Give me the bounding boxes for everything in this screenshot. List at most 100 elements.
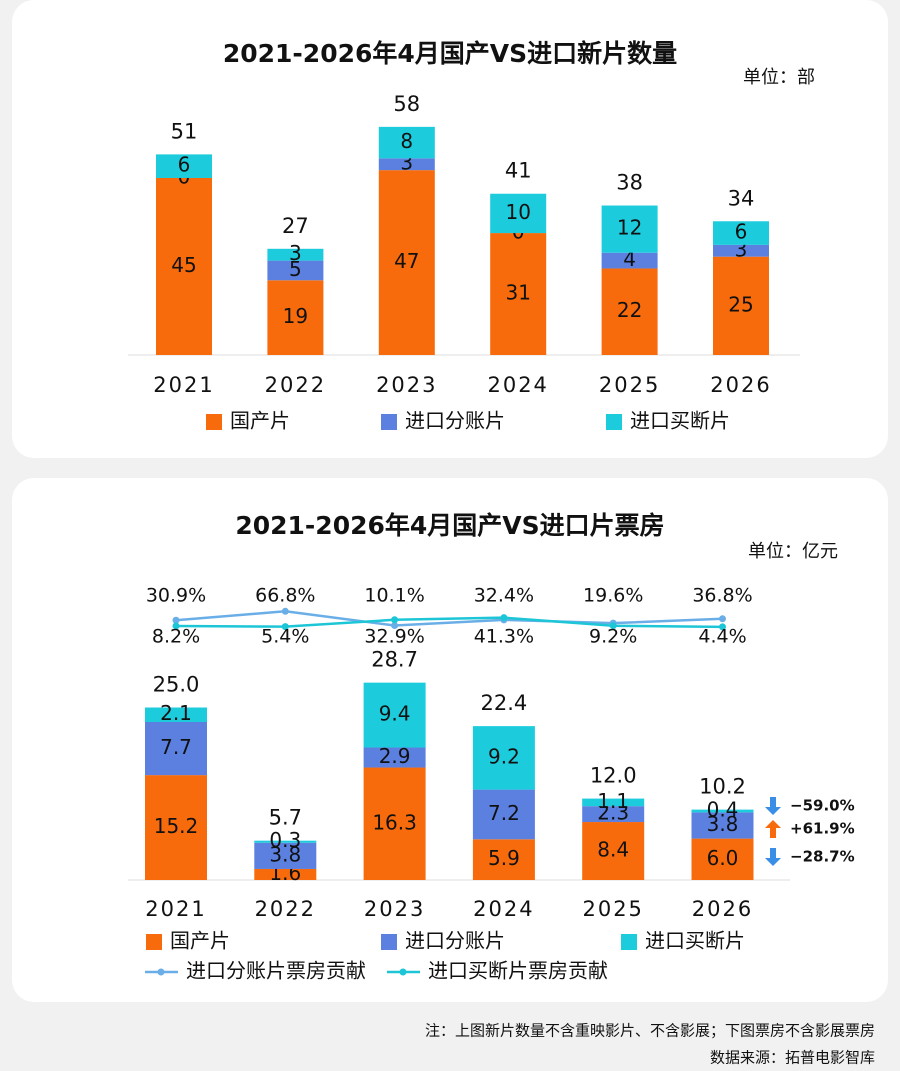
legend-marker xyxy=(399,968,407,976)
bar-segment xyxy=(378,158,435,171)
bar-segment xyxy=(145,721,207,776)
value-label: 6.0 xyxy=(707,846,739,870)
unit-label: 单位：亿元 xyxy=(748,541,838,562)
value-label: 2.9 xyxy=(379,744,411,768)
value-label: 6 xyxy=(178,153,191,177)
line-point xyxy=(281,607,289,615)
line-point xyxy=(719,623,726,631)
change-arrow xyxy=(765,848,781,866)
line-point xyxy=(391,616,399,624)
total-label: 28.7 xyxy=(371,648,418,672)
value-label: 2.1 xyxy=(160,701,192,725)
bar-segment xyxy=(267,260,324,281)
value-label: 32.4% xyxy=(474,585,534,607)
legend-marker xyxy=(157,968,165,976)
total-label: 12.0 xyxy=(590,764,637,788)
value-label: 6 xyxy=(735,220,748,244)
legend-label: 国产片 xyxy=(170,929,230,953)
x-tick-label: 2025 xyxy=(599,373,660,397)
bar-segment xyxy=(472,726,535,790)
value-label: 8.4 xyxy=(597,838,629,862)
value-label: 9.2% xyxy=(589,626,637,648)
change-arrow xyxy=(765,797,781,815)
bar-segment xyxy=(156,178,212,355)
line-point xyxy=(391,621,399,629)
bar-segment xyxy=(582,798,645,807)
total-label: 51 xyxy=(171,119,198,143)
bar-segment xyxy=(691,809,754,813)
bar-segment xyxy=(363,767,426,880)
bar-segment xyxy=(363,682,426,748)
value-label: 36.8% xyxy=(692,585,752,607)
x-tick-label: 2021 xyxy=(145,897,206,921)
value-label: 45 xyxy=(171,253,196,277)
value-label: 5.9 xyxy=(488,846,520,870)
legend-label: 国产片 xyxy=(230,409,290,433)
bar-segment xyxy=(145,707,207,722)
x-tick-label: 2025 xyxy=(582,897,643,921)
value-label: 47 xyxy=(394,249,419,273)
bar-segment xyxy=(254,842,317,869)
value-label: 9.2 xyxy=(488,744,520,768)
card xyxy=(12,0,888,458)
bar-segment xyxy=(582,806,645,823)
line-point xyxy=(609,622,617,630)
bar-segment xyxy=(601,252,658,269)
bar-segment xyxy=(363,747,426,768)
total-label: 5.7 xyxy=(269,806,302,830)
bar-segment xyxy=(691,838,754,880)
bar-segment xyxy=(267,280,324,355)
value-label: 15.2 xyxy=(154,814,199,838)
bar-segment xyxy=(582,822,645,880)
note: 注：上图新片数量不含重映影片、不含影展；下图票房不含影展票房 xyxy=(425,1022,875,1040)
card xyxy=(12,478,888,1002)
bar-segment xyxy=(713,221,769,245)
x-tick-label: 2023 xyxy=(364,897,425,921)
bar-segment xyxy=(601,205,658,253)
value-label: 30.9% xyxy=(146,585,206,607)
change-label: −59.0% xyxy=(790,797,855,815)
x-tick-label: 2023 xyxy=(376,373,437,397)
bar-segment xyxy=(691,812,754,839)
legend-swatch xyxy=(381,934,397,950)
chart-title: 2021-2026年4月国产VS进口片票房 xyxy=(235,511,664,540)
total-label: 27 xyxy=(282,214,309,238)
unit-label: 单位：部 xyxy=(743,67,815,88)
value-label: 7.2 xyxy=(488,801,520,825)
bar-segment xyxy=(713,256,769,355)
bar-segment xyxy=(490,193,547,234)
bar-segment xyxy=(156,154,212,178)
bar-segment xyxy=(472,839,535,880)
bar-segment xyxy=(254,840,317,843)
bar-segment xyxy=(145,775,207,880)
value-label: 7.7 xyxy=(160,735,192,759)
legend-swatch xyxy=(621,934,637,950)
value-label: 25 xyxy=(728,292,753,316)
total-label: 38 xyxy=(616,171,643,195)
x-tick-label: 2026 xyxy=(710,373,771,397)
legend-label: 进口分账片票房贡献 xyxy=(186,959,366,983)
value-label: 0.4 xyxy=(707,798,739,822)
change-arrow xyxy=(765,820,781,838)
value-label: 3.8 xyxy=(269,842,301,866)
value-label: 19.6% xyxy=(583,585,643,607)
bar-segment xyxy=(601,268,658,355)
value-label: 3.8 xyxy=(707,812,739,836)
bar-segment xyxy=(472,789,535,840)
legend-label: 进口分账片 xyxy=(405,929,505,953)
legend-swatch xyxy=(206,414,222,430)
value-label: 10.1% xyxy=(364,585,424,607)
line-point xyxy=(719,615,726,623)
value-label: 22 xyxy=(617,298,642,322)
legend-label: 进口买断片 xyxy=(630,409,730,433)
bar-segment xyxy=(378,126,435,159)
bar-segment xyxy=(713,244,769,257)
value-label: 5.4% xyxy=(261,626,309,648)
x-tick-label: 2024 xyxy=(487,373,548,397)
x-tick-label: 2022 xyxy=(255,897,316,921)
value-label: 4.4% xyxy=(698,626,746,648)
x-tick-label: 2022 xyxy=(265,373,326,397)
value-label: 8 xyxy=(400,129,413,153)
total-label: 10.2 xyxy=(699,775,746,799)
